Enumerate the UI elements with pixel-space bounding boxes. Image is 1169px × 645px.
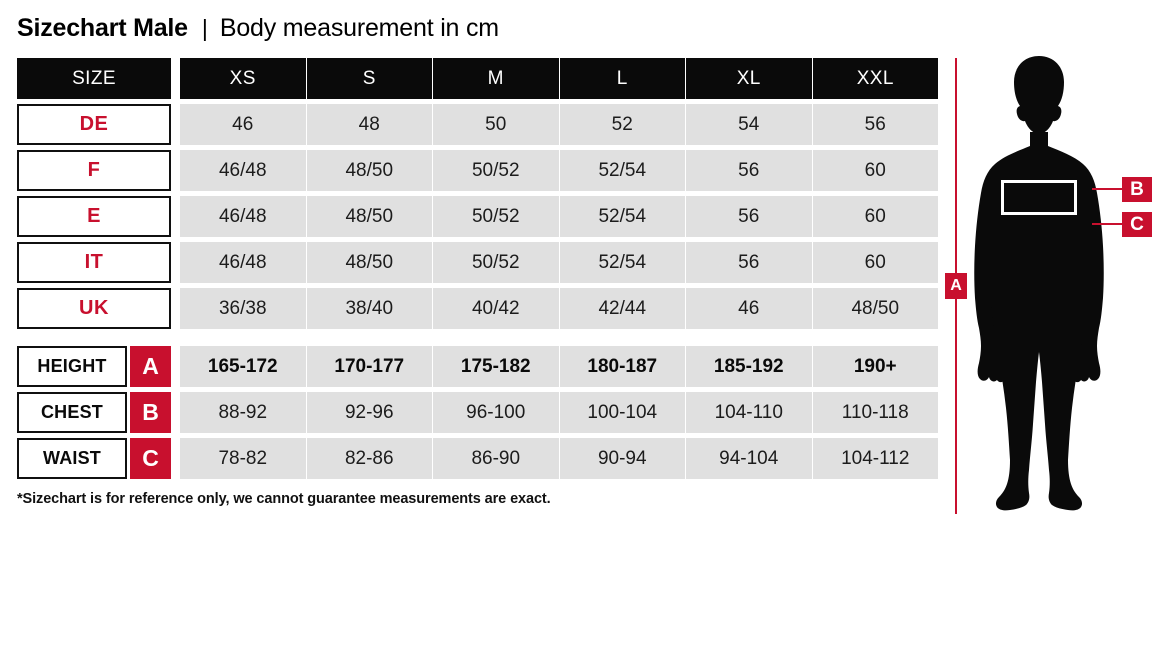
cell-waist-l: 90-94 (559, 438, 685, 479)
cell-e-s: 48/50 (306, 196, 432, 237)
cell-uk-xl: 46 (686, 288, 812, 329)
table-row: IT 46/48 48/50 50/52 52/54 56 60 (17, 242, 938, 283)
cell-it-xl: 56 (686, 242, 812, 283)
table-row: HEIGHT A 165-172 170-177 175-182 180-187 185-1… (17, 346, 938, 387)
cell-uk-s: 38/40 (306, 288, 432, 329)
cell-height-l: 180-187 (559, 346, 685, 387)
cell-e-l: 52/54 (559, 196, 685, 237)
measurement-badge-b: B (130, 392, 171, 433)
measurement-badge-a: A (130, 346, 171, 387)
column-header-xl: XL (686, 58, 812, 99)
cell-waist-xs: 78-82 (180, 438, 306, 479)
header-size-label: SIZE (17, 58, 171, 99)
cell-uk-xxl: 48/50 (812, 288, 938, 329)
row-label-uk: UK (17, 288, 171, 329)
cell-de-xxl: 56 (812, 104, 938, 145)
cell-it-l: 52/54 (559, 242, 685, 283)
cell-waist-xxl: 104-112 (812, 438, 938, 479)
title-main: Sizechart Male (17, 14, 188, 42)
chest-marker-badge: B (1122, 177, 1152, 202)
cell-uk-m: 40/42 (433, 288, 559, 329)
row-label-height: HEIGHT A (17, 346, 171, 387)
cell-uk-l: 42/44 (559, 288, 685, 329)
table-row: E 46/48 48/50 50/52 52/54 56 60 (17, 196, 938, 237)
cell-height-s: 170-177 (306, 346, 432, 387)
column-header-l: L (559, 58, 685, 99)
column-header-s: S (306, 58, 432, 99)
table-row: UK 36/38 38/40 40/42 42/44 46 48/50 (17, 288, 938, 329)
cell-waist-s: 82-86 (306, 438, 432, 479)
measurement-name: HEIGHT (17, 346, 127, 387)
cell-e-xxl: 60 (812, 196, 938, 237)
height-marker-badge: A (945, 273, 967, 299)
cell-waist-xl: 94-104 (686, 438, 812, 479)
cell-de-m: 50 (433, 104, 559, 145)
cell-height-m: 175-182 (433, 346, 559, 387)
chest-leader-line (1092, 188, 1122, 190)
cell-e-m: 50/52 (433, 196, 559, 237)
row-label-waist: WAIST C (17, 438, 171, 479)
row-label-it: IT (17, 242, 171, 283)
cell-f-m: 50/52 (433, 150, 559, 191)
cell-f-xxl: 60 (812, 150, 938, 191)
measurement-name: WAIST (17, 438, 127, 479)
measurement-badge-c: C (130, 438, 171, 479)
sizechart-table: SIZE XS S M L XL XXL DE 46 48 50 52 54 56 F 46/48 48/50 5… (17, 58, 938, 484)
cell-height-xxl: 190+ (812, 346, 938, 387)
cell-height-xs: 165-172 (180, 346, 306, 387)
cell-f-xs: 46/48 (180, 150, 306, 191)
table-row: WAIST C 78-82 82-86 86-90 90-94 94-104 104-112 (17, 438, 938, 479)
body-figure-panel: A B C (938, 52, 1169, 522)
table-header-row: SIZE XS S M L XL XXL (17, 58, 938, 99)
cell-chest-l: 100-104 (559, 392, 685, 433)
cell-de-s: 48 (306, 104, 432, 145)
cell-e-xs: 46/48 (180, 196, 306, 237)
footnote: *Sizechart is for reference only, we can… (17, 491, 551, 507)
column-header-xxl: XXL (812, 58, 938, 99)
row-label-chest: CHEST B (17, 392, 171, 433)
waist-leader-line (1092, 223, 1122, 225)
cell-f-xl: 56 (686, 150, 812, 191)
cell-chest-xs: 88-92 (180, 392, 306, 433)
measurement-name: CHEST (17, 392, 127, 433)
cell-uk-xs: 36/38 (180, 288, 306, 329)
table-row: F 46/48 48/50 50/52 52/54 56 60 (17, 150, 938, 191)
cell-chest-xl: 104-110 (686, 392, 812, 433)
column-header-m: M (433, 58, 559, 99)
column-header-xs: XS (180, 58, 306, 99)
cell-it-s: 48/50 (306, 242, 432, 283)
title-separator: | (201, 15, 208, 41)
table-row: DE 46 48 50 52 54 56 (17, 104, 938, 145)
title-subtitle: Body measurement in cm (219, 14, 499, 42)
table-row: CHEST B 88-92 92-96 96-100 100-104 104-110 110-… (17, 392, 938, 433)
cell-e-xl: 56 (686, 196, 812, 237)
cell-de-l: 52 (559, 104, 685, 145)
row-label-de: DE (17, 104, 171, 145)
cell-f-s: 48/50 (306, 150, 432, 191)
cell-it-m: 50/52 (433, 242, 559, 283)
cell-chest-m: 96-100 (433, 392, 559, 433)
male-body-silhouette (974, 56, 1104, 511)
cell-it-xxl: 60 (812, 242, 938, 283)
waist-marker-badge: C (1122, 212, 1152, 237)
cell-chest-s: 92-96 (306, 392, 432, 433)
cell-de-xl: 54 (686, 104, 812, 145)
cell-de-xs: 46 (180, 104, 306, 145)
cell-f-l: 52/54 (559, 150, 685, 191)
cell-chest-xxl: 110-118 (812, 392, 938, 433)
page-title: Sizechart Male | Body measurement in cm (17, 14, 499, 43)
row-label-f: F (17, 150, 171, 191)
cell-waist-m: 86-90 (433, 438, 559, 479)
row-label-e: E (17, 196, 171, 237)
cell-it-xs: 46/48 (180, 242, 306, 283)
cell-height-xl: 185-192 (686, 346, 812, 387)
